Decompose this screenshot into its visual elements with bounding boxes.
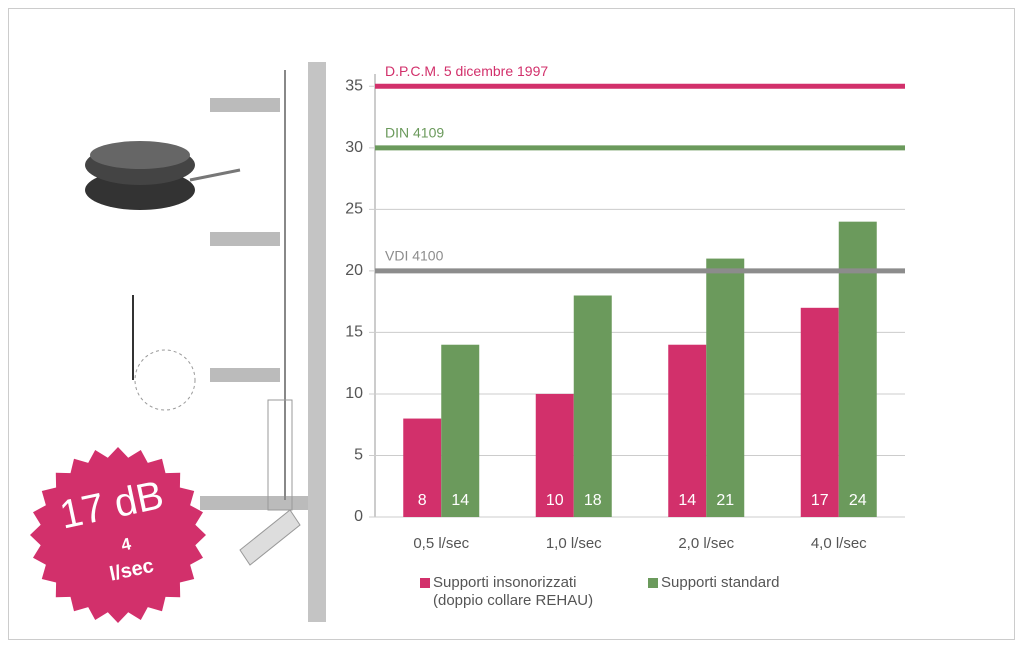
bar-value-label: 14 [451,492,469,509]
y-tick-label: 25 [345,201,363,218]
bar [668,344,707,517]
bar-value-label: 18 [584,492,602,509]
bar [838,221,877,517]
legend-item: Supporti insonorizzati (doppio collare R… [420,574,620,614]
legend-item: Supporti standard [648,574,848,614]
y-tick-label: 5 [354,447,363,464]
reference-label: VDI 4100 [385,248,444,264]
y-tick-label: 0 [354,508,363,525]
legend-swatch [420,578,430,588]
x-tick-label: 0,5 l/sec [413,535,469,552]
bar [403,418,442,517]
badge-flow: 4 [120,534,134,555]
bar [441,344,480,517]
bar [706,258,745,517]
bar-value-label: 10 [546,492,564,509]
legend-label: Supporti standard [661,574,780,591]
y-tick-label: 15 [345,324,363,341]
bar-value-label: 24 [849,492,867,509]
reference-label: D.P.C.M. 5 dicembre 1997 [385,63,548,79]
bar-value-label: 17 [811,492,829,509]
legend-label: Supporti insonorizzati (doppio collare R… [433,574,594,609]
reference-label: DIN 4109 [385,125,444,141]
bar-value-label: 21 [716,492,734,509]
y-tick-label: 30 [345,139,363,156]
legend-swatch [648,578,658,588]
x-tick-label: 1,0 l/sec [546,535,602,552]
y-tick-label: 20 [345,262,363,279]
bar [800,307,839,517]
bar-value-label: 8 [418,492,427,509]
y-tick-label: 10 [345,385,363,402]
x-tick-label: 4,0 l/sec [811,535,867,552]
y-tick-label: 35 [345,78,363,95]
x-tick-label: 2,0 l/sec [678,535,734,552]
illustration [85,62,326,622]
badge-star [30,447,206,623]
bar-value-label: 14 [678,492,696,509]
bar [535,393,574,517]
frame [8,8,1015,640]
bar [573,295,612,517]
